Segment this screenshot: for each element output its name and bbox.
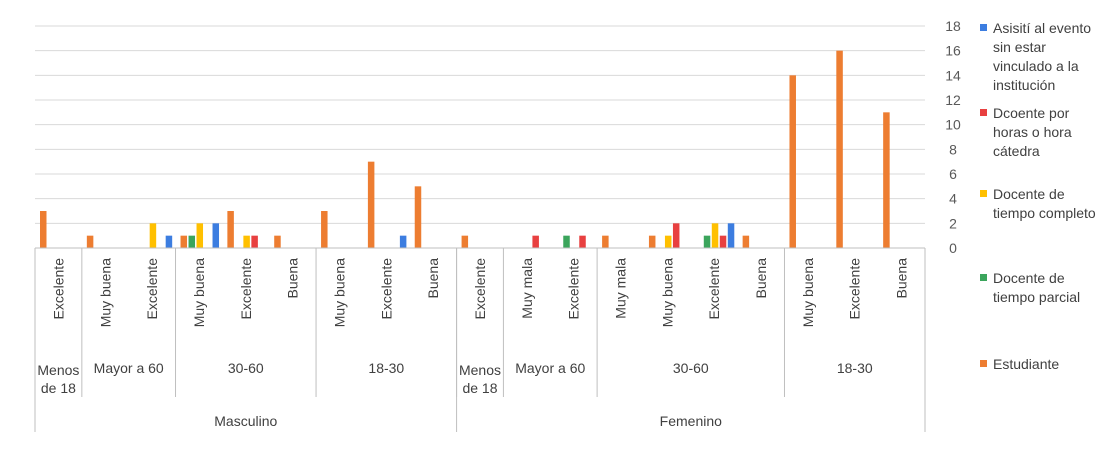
y-tick-label: 12 — [945, 92, 961, 108]
legend-label: Dcoente por — [993, 105, 1070, 121]
bar — [883, 112, 890, 248]
bar — [461, 235, 469, 248]
y-tick-label: 2 — [949, 215, 957, 231]
category-label: Muy buena — [800, 258, 816, 327]
y-tick-label: 16 — [945, 43, 961, 59]
bar — [836, 50, 843, 248]
legend-swatch — [980, 360, 987, 367]
bar — [367, 161, 375, 248]
legend-swatch — [980, 109, 987, 116]
category-label: Muy buena — [331, 258, 347, 327]
bar — [188, 235, 196, 248]
y-tick-label: 6 — [949, 166, 957, 182]
age-group-label: 30-60 — [673, 360, 709, 376]
category-label: Buena — [285, 258, 301, 299]
x-axis: Excelente Muy buena Excelente Muy buena Exce… — [34, 247, 926, 432]
bar — [727, 223, 735, 248]
category-label: Excelente — [50, 258, 66, 320]
legend-label: tiempo parcial — [993, 289, 1080, 305]
legend: Asisití al evento sin estar vinculado a la… — [980, 20, 1096, 372]
bar — [251, 235, 258, 248]
bar — [664, 235, 672, 248]
legend-swatch — [980, 24, 987, 31]
category-label: Excelente — [472, 258, 488, 320]
category-label: Excelente — [566, 258, 582, 320]
bar — [274, 235, 281, 248]
sex-group-label: Masculino — [214, 413, 277, 429]
y-tick-label: 18 — [945, 18, 961, 34]
legend-label: Docente de — [993, 186, 1065, 202]
bar — [711, 223, 719, 248]
age-group-label: Menos — [37, 362, 79, 378]
category-label: Buena — [894, 258, 910, 299]
y-axis: 0 2 4 6 8 10 12 14 16 18 — [945, 18, 961, 256]
age-group-label: de 18 — [462, 380, 497, 396]
bar — [196, 223, 204, 248]
bar — [86, 235, 94, 248]
bar — [414, 186, 422, 248]
y-tick-label: 0 — [949, 240, 957, 256]
category-label: Muy buena — [97, 258, 113, 327]
bar — [672, 223, 680, 248]
bar — [227, 211, 234, 248]
bar — [243, 235, 250, 248]
bar — [165, 235, 173, 248]
legend-label: tiempo completo — [993, 205, 1096, 221]
bars — [40, 50, 890, 248]
category-label: Buena — [753, 258, 769, 299]
bar — [703, 235, 711, 248]
category-label: Buena — [425, 258, 441, 299]
bar — [579, 235, 586, 248]
legend-swatch — [980, 274, 987, 281]
bar — [648, 235, 656, 248]
bar — [532, 235, 539, 248]
bar — [399, 235, 407, 248]
bar — [602, 235, 609, 248]
category-label: Muy buena — [191, 258, 207, 327]
legend-label: sin estar — [993, 39, 1046, 55]
age-group-label: 18-30 — [837, 360, 873, 376]
y-tick-label: 14 — [945, 67, 961, 83]
category-label: Excelente — [378, 258, 394, 320]
age-group-label: 30-60 — [228, 360, 264, 376]
category-label: Muy buena — [659, 258, 675, 327]
y-tick-label: 10 — [945, 117, 961, 133]
age-group-label: de 18 — [41, 380, 76, 396]
category-label: Excelente — [144, 258, 160, 320]
category-label: Muy mala — [613, 258, 629, 319]
bar — [40, 211, 47, 248]
gridlines — [35, 25, 925, 224]
bar — [563, 235, 570, 248]
legend-label: vinculado a la — [993, 58, 1079, 74]
bar — [789, 75, 796, 248]
category-label: Excelente — [706, 258, 722, 320]
bar — [719, 235, 727, 248]
category-label: Excelente — [847, 258, 863, 320]
y-tick-label: 4 — [949, 191, 957, 207]
sex-group-label: Femenino — [660, 413, 722, 429]
age-group-label: 18-30 — [368, 360, 404, 376]
age-group-label: Mayor a 60 — [515, 360, 585, 376]
legend-swatch — [980, 190, 987, 197]
legend-label: institución — [993, 77, 1055, 93]
age-group-label: Mayor a 60 — [94, 360, 164, 376]
legend-label: Estudiante — [993, 356, 1059, 372]
bar — [321, 211, 328, 248]
age-group-label: Menos — [459, 362, 501, 378]
bar — [149, 223, 157, 248]
legend-label: Asisití al evento — [993, 20, 1091, 36]
category-label: Muy mala — [519, 258, 535, 319]
bar — [180, 235, 188, 248]
legend-label: cátedra — [993, 143, 1040, 159]
category-label: Excelente — [238, 258, 254, 320]
legend-label: horas o hora — [993, 124, 1072, 140]
y-tick-label: 8 — [949, 141, 957, 157]
bar — [742, 235, 750, 248]
bar — [212, 223, 220, 248]
legend-label: Docente de — [993, 270, 1065, 286]
